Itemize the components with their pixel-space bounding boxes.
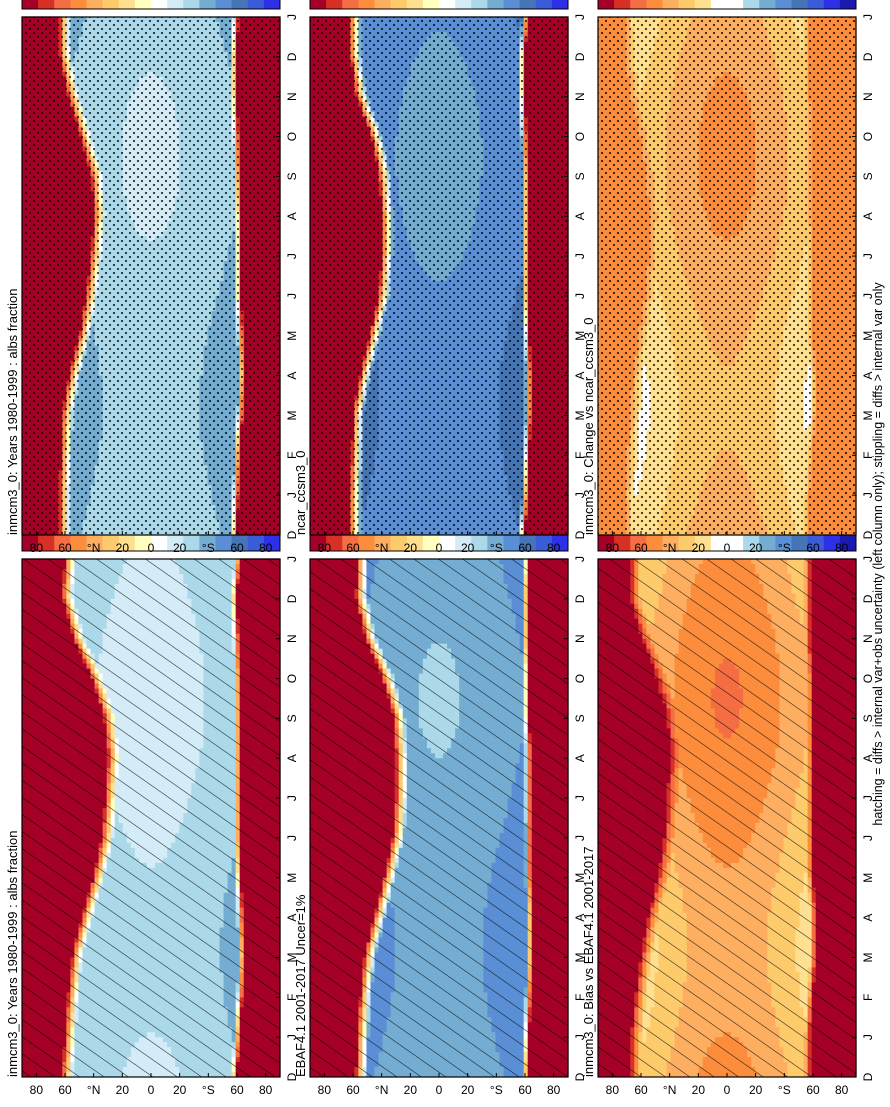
heatmap-panel-1: inmcm3_0: Years 1980-1999 : albs fractio… — [5, 513, 299, 1097]
